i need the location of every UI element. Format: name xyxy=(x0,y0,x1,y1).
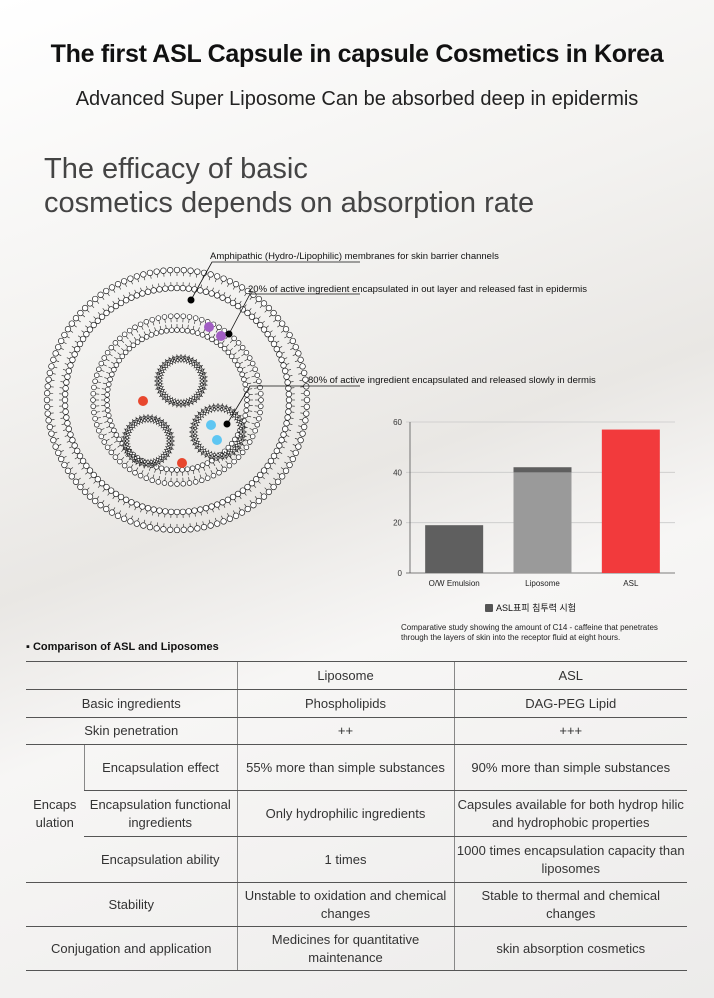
callout-1-line xyxy=(190,261,360,301)
callout-membranes: Amphipathic (Hydro-/Lipophilic) membrane… xyxy=(210,251,499,262)
row-label: Conjugation and application xyxy=(26,926,237,971)
row-label: Encapsulation ability xyxy=(84,836,237,883)
bar xyxy=(425,525,484,573)
bar xyxy=(601,429,660,573)
callout-3-dot xyxy=(223,420,231,428)
header-liposome: Liposome xyxy=(236,661,454,690)
liposome-cell: 1 times xyxy=(236,836,454,883)
red-dot xyxy=(138,396,148,406)
table-title: ▪ Comparison of ASL and Liposomes xyxy=(26,641,219,653)
table-title-text: Comparison of ASL and Liposomes xyxy=(32,641,219,653)
absorption-bar-chart: 0 20 40 60 O/W Emulsion Liposome ASL xyxy=(393,418,675,588)
callout-outer-layer: 20% of active ingredient encapsulated in… xyxy=(248,284,588,295)
comparison-table: Liposome ASL Basic ingredients Phospholi… xyxy=(26,661,687,971)
header-empty-cell xyxy=(26,661,237,690)
bar xyxy=(513,467,572,573)
chart-x-labels: O/W Emulsion Liposome ASL xyxy=(429,579,639,588)
callout-leader-dots xyxy=(187,296,233,428)
ingredient-dots xyxy=(138,322,226,468)
headline-line-2: cosmetics depends on absorption rate xyxy=(44,187,535,219)
row-label: Skin penetration xyxy=(26,717,237,745)
headline-line-1: The efficacy of basic xyxy=(44,153,308,185)
asl-capsule-diagram xyxy=(43,261,360,534)
asl-cell: skin absorption cosmetics xyxy=(453,926,687,971)
liposome-cell: ++ xyxy=(236,717,454,745)
page-subtitle: Advanced Super Liposome Can be absorbed … xyxy=(75,88,639,110)
y-tick-label: 40 xyxy=(393,468,402,477)
membrane-layers xyxy=(43,266,311,534)
y-tick-label: 20 xyxy=(393,519,402,528)
legend-swatch xyxy=(485,603,493,612)
asl-cell: 1000 times encapsulation capacity than l… xyxy=(453,836,687,883)
blue-dot xyxy=(212,435,222,445)
red-dot xyxy=(177,458,187,468)
callout-3-line xyxy=(226,385,360,425)
row-label: Stability xyxy=(26,882,237,927)
legend-label: ASL표피 침투력 시험 xyxy=(496,603,576,613)
callout-inner-layer: 80% of active ingredient encapsulated an… xyxy=(308,375,596,386)
chart-caption: Comparative study showing the amount of … xyxy=(401,623,658,643)
inner-vesicle-left xyxy=(121,414,175,468)
outer-membrane xyxy=(43,266,311,534)
chart-bars xyxy=(425,429,660,573)
page-title: The first ASL Capsule in capsule Cosmeti… xyxy=(50,40,664,68)
bar-cap xyxy=(513,467,572,473)
callout-2-line xyxy=(228,293,360,335)
asl-cell: 90% more than simple substances xyxy=(453,744,687,791)
asl-cell: +++ xyxy=(453,717,687,745)
row-label: Basic ingredients xyxy=(26,689,237,718)
purple-dot xyxy=(204,322,214,332)
row-label: Encapsulation functional ingredients xyxy=(84,790,237,837)
y-tick-label: 60 xyxy=(393,418,402,427)
asl-cell: Stable to thermal and chemical changes xyxy=(453,882,687,927)
bullet-icon: ▪ xyxy=(26,641,33,653)
liposome-cell: 55% more than simple substances xyxy=(236,744,454,791)
callout-1-dot xyxy=(187,296,195,304)
row-label: Encapsulation effect xyxy=(83,744,237,791)
table-row: Skin penetration ++ +++ xyxy=(26,717,687,745)
chart-caption-line-1: Comparative study showing the amount of … xyxy=(401,623,658,632)
callout-2-dot xyxy=(225,330,233,338)
group-label-encapsulation: Encaps ulation xyxy=(26,744,84,883)
y-tick-label: 0 xyxy=(398,569,403,578)
table-row: Stability Unstable to oxidation and chem… xyxy=(26,882,687,927)
x-tick-label: ASL xyxy=(623,579,639,588)
table-row: Encapsulation functional ingredients Onl… xyxy=(26,790,687,837)
blue-dot xyxy=(206,420,216,430)
asl-cell: Capsules available for both hydrop hilic… xyxy=(453,790,687,837)
header-asl: ASL xyxy=(453,661,687,690)
inner-membrane xyxy=(90,313,264,487)
liposome-cell: Medicines for quantitative maintenance xyxy=(236,926,454,971)
chart-caption-line-2: through the layers of skin into the rece… xyxy=(401,633,621,642)
liposome-cell: Only hydrophilic ingredients xyxy=(236,790,454,837)
table-header-row: Liposome ASL xyxy=(26,661,687,690)
purple-dot xyxy=(216,331,226,341)
inner-vesicle-top xyxy=(154,354,208,408)
liposome-cell: Unstable to oxidation and chemical chang… xyxy=(236,882,454,927)
chart-y-ticks: 0 20 40 60 xyxy=(393,418,402,578)
table-row: Encaps ulation Encapsulation effect 55% … xyxy=(26,744,687,883)
chart-legend: ASL표피 침투력 시험 xyxy=(485,601,576,614)
table-row: Conjugation and application Medicines fo… xyxy=(26,926,687,971)
inner-vesicle-right xyxy=(189,403,247,461)
callout-leader-lines xyxy=(190,261,360,425)
x-tick-label: O/W Emulsion xyxy=(429,579,480,588)
asl-cell: DAG-PEG Lipid xyxy=(453,689,687,718)
liposome-cell: Phospholipids xyxy=(236,689,454,718)
table-row: Encapsulation ability 1 times 1000 times… xyxy=(26,836,687,883)
x-tick-label: Liposome xyxy=(525,579,560,588)
table-row: Basic ingredients Phospholipids DAG-PEG … xyxy=(26,689,687,718)
headline: The efficacy of basic cosmetics depends … xyxy=(44,152,534,220)
